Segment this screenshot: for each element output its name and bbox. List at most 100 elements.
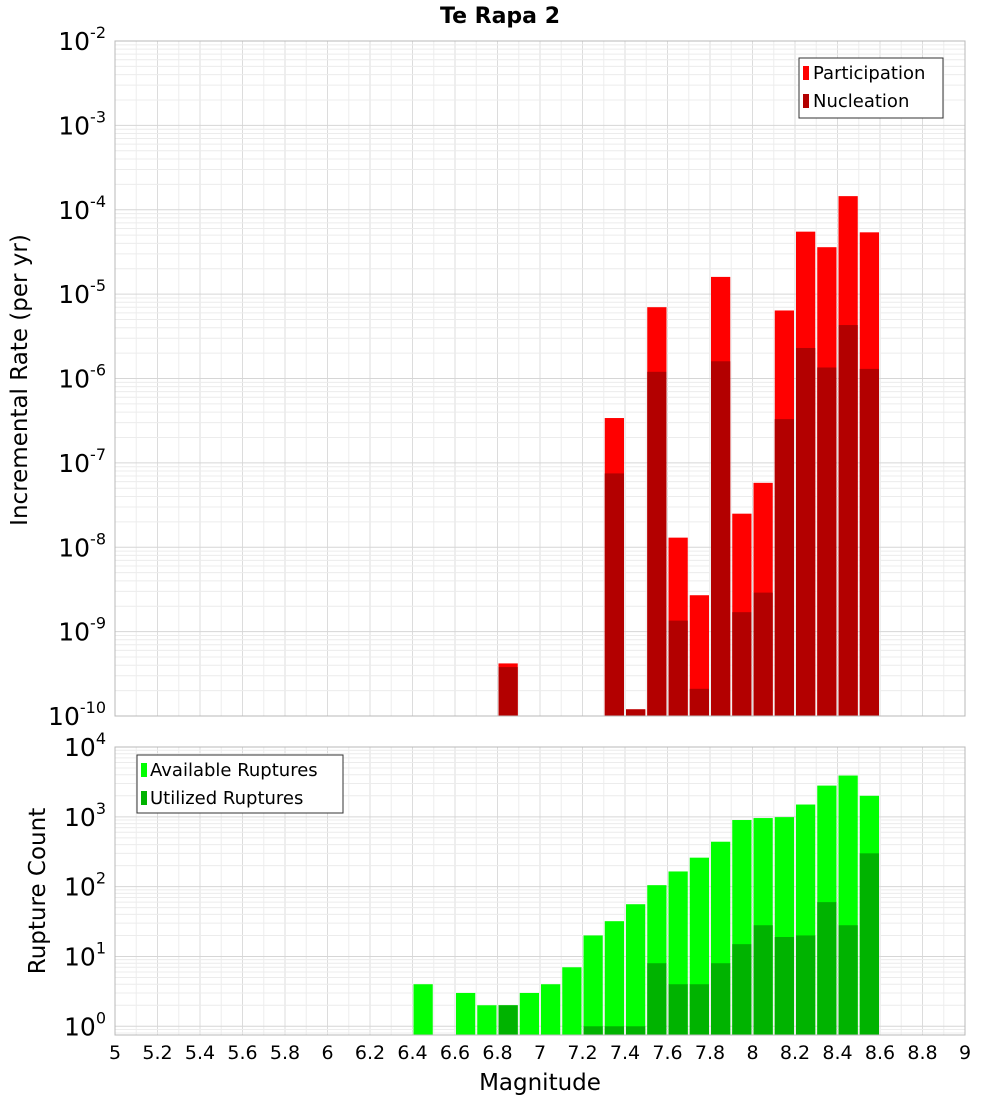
y-tick-label: 10-9	[58, 614, 106, 647]
bar-nucleation	[817, 367, 837, 716]
y-tick-label: 10-4	[58, 192, 106, 225]
bar-utilized-ruptures	[817, 902, 837, 1035]
x-tick-label: 5	[109, 1042, 121, 1064]
x-tick-label: 7.8	[695, 1042, 725, 1064]
y-tick-base: 10	[58, 449, 90, 478]
x-tick-label: 5.4	[185, 1042, 215, 1064]
y-tick-label: 103	[64, 799, 106, 832]
y-tick-label: 102	[64, 869, 106, 902]
bar-utilized-ruptures	[583, 1026, 603, 1035]
x-tick-label: 6.2	[355, 1042, 385, 1064]
bottom-legend-box	[136, 754, 344, 814]
bar-nucleation	[604, 473, 624, 716]
bar-utilized-ruptures	[668, 984, 688, 1035]
x-tick-label: 8.8	[907, 1042, 937, 1064]
bar-available-ruptures	[626, 904, 646, 1035]
bottom-plot-bars	[413, 775, 879, 1035]
bar-nucleation	[753, 592, 773, 716]
y-tick-base: 10	[48, 702, 80, 731]
bar-available-ruptures	[519, 992, 539, 1035]
bar-available-ruptures	[583, 935, 603, 1035]
y-tick-exponent: -5	[90, 276, 106, 295]
y-tick-base: 10	[58, 533, 90, 562]
bar-available-ruptures	[541, 984, 561, 1035]
bar-nucleation	[774, 419, 794, 716]
y-tick-exponent: 2	[96, 869, 106, 888]
top-plot-grid	[115, 41, 965, 716]
y-tick-base: 10	[58, 196, 90, 225]
bar-nucleation	[626, 709, 646, 716]
y-tick-exponent: -4	[90, 192, 106, 211]
bar-nucleation	[689, 688, 709, 716]
y-tick-base: 10	[64, 1012, 96, 1041]
bar-nucleation	[732, 612, 752, 716]
bar-utilized-ruptures	[626, 1026, 646, 1035]
bottom-legend: Available Ruptures Utilized Ruptures	[136, 754, 344, 814]
bar-utilized-ruptures	[604, 1026, 624, 1035]
y-tick-label: 10-7	[58, 445, 106, 478]
bar-available-ruptures	[413, 984, 433, 1035]
bar-nucleation	[796, 347, 816, 716]
bar-utilized-ruptures	[859, 853, 879, 1035]
y-tick-label: 10-2	[58, 23, 106, 56]
bar-participation	[689, 595, 709, 716]
y-tick-label: 104	[64, 729, 106, 762]
bar-utilized-ruptures	[774, 936, 794, 1035]
top-legend-box	[798, 57, 944, 119]
x-tick-label: 6.8	[482, 1042, 512, 1064]
y-tick-exponent: -10	[80, 698, 106, 717]
y-tick-base: 10	[58, 280, 90, 309]
y-tick-label: 10-8	[58, 529, 106, 562]
y-tick-exponent: -9	[90, 614, 106, 633]
legend-swatch-available	[141, 763, 147, 777]
bottom-y-axis-label: Rupture Count	[25, 808, 51, 974]
y-tick-exponent: 4	[96, 729, 106, 748]
x-tick-label: 6.6	[440, 1042, 470, 1064]
y-tick-base: 10	[64, 873, 96, 902]
bar-utilized-ruptures	[689, 984, 709, 1035]
x-tick-label: 9	[959, 1042, 971, 1064]
y-tick-label: 10-5	[58, 276, 106, 309]
x-tick-label: 7.2	[567, 1042, 597, 1064]
bar-nucleation	[647, 371, 667, 716]
x-tick-label: 6.4	[397, 1042, 427, 1064]
y-tick-base: 10	[58, 618, 90, 647]
y-tick-exponent: -7	[90, 445, 106, 464]
bar-available-ruptures	[477, 1005, 497, 1035]
y-tick-label: 10-3	[58, 107, 106, 140]
bar-utilized-ruptures	[647, 963, 667, 1035]
bar-utilized-ruptures	[796, 935, 816, 1035]
bar-utilized-ruptures	[498, 1005, 518, 1035]
x-tick-label: 8	[746, 1042, 758, 1064]
bar-utilized-ruptures	[838, 925, 858, 1035]
top-legend: Participation Nucleation	[798, 57, 944, 119]
bar-nucleation	[838, 325, 858, 716]
x-tick-label: 7.6	[652, 1042, 682, 1064]
x-tick-label: 8.2	[780, 1042, 810, 1064]
x-tick-label: 5.6	[227, 1042, 257, 1064]
x-tick-label: 7	[534, 1042, 546, 1064]
x-tick-label: 7.4	[610, 1042, 640, 1064]
legend-swatch-participation	[803, 66, 809, 80]
y-tick-exponent: -8	[90, 529, 106, 548]
legend-swatch-utilized	[141, 791, 147, 805]
bar-available-ruptures	[604, 921, 624, 1035]
y-tick-base: 10	[58, 111, 90, 140]
x-tick-label: 5.2	[142, 1042, 172, 1064]
y-tick-label: 10-6	[58, 361, 106, 394]
legend-label-nucleation: Nucleation	[813, 91, 909, 112]
top-plot-bars	[498, 196, 879, 716]
bar-nucleation	[498, 667, 518, 716]
bar-utilized-ruptures	[711, 963, 731, 1035]
chart-title: Te Rapa 2	[440, 4, 560, 29]
y-tick-label: 100	[64, 1008, 106, 1041]
x-tick-labels: 5 5.2 5.4 5.6 5.8 6 6.2 6.4 6.6 6.8 7 7.2 7.4 7.6 7.8 8…	[109, 1042, 971, 1064]
x-tick-label: 8.4	[822, 1042, 852, 1064]
bar-available-ruptures	[562, 967, 582, 1035]
bar-nucleation	[859, 368, 879, 716]
x-tick-label: 6	[321, 1042, 333, 1064]
legend-swatch-nucleation	[803, 94, 809, 108]
